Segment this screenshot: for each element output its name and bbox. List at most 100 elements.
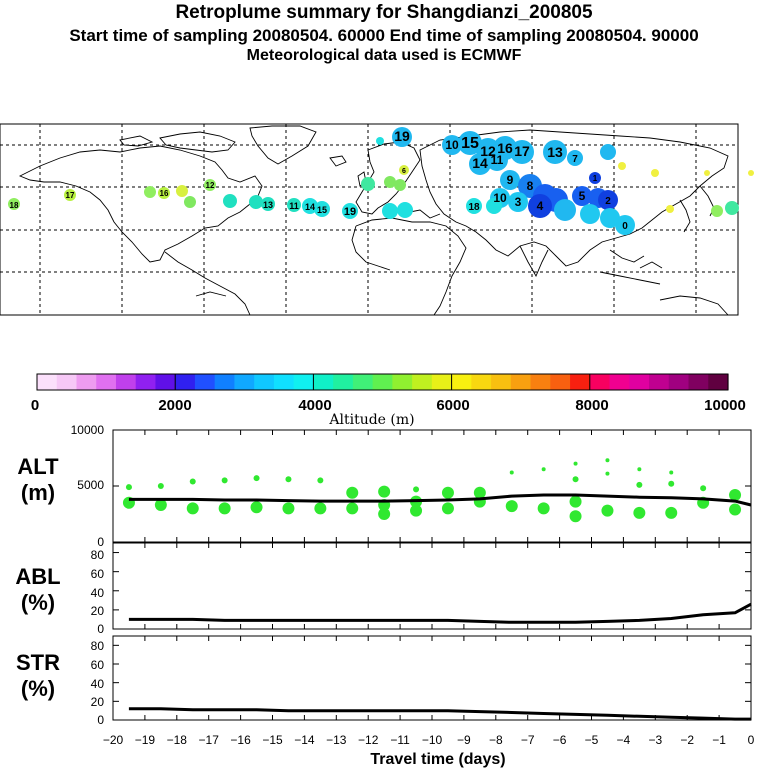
alt-scatter-point <box>441 486 454 499</box>
abl-panel-frame <box>112 542 752 630</box>
colorbar-tick-label: 4000 <box>298 397 331 414</box>
plume-marker <box>580 204 600 224</box>
str-unit: (%) <box>21 676 55 701</box>
colorbar-cell <box>491 374 512 390</box>
colorbar-cell <box>56 374 78 390</box>
plume-marker <box>176 185 188 197</box>
alt-y-tick-label: 5000 <box>77 478 104 492</box>
colorbar-tick-label: 8000 <box>575 397 608 414</box>
colorbar-cell <box>649 374 670 390</box>
plume-label: 10 <box>445 138 459 152</box>
plume-marker <box>589 172 601 184</box>
alt-scatter-point <box>441 502 454 515</box>
plume-label: 12 <box>480 143 496 159</box>
plume-marker <box>615 215 635 235</box>
colorbar-cell <box>708 374 729 390</box>
plume-marker <box>508 192 528 212</box>
plume-label: 3 <box>515 195 522 209</box>
colorbar-frame <box>36 373 729 391</box>
alt-scatter-point <box>154 499 167 512</box>
colorbar-cell <box>510 374 532 390</box>
alt-scatter-point <box>125 484 132 491</box>
alt-scatter-point <box>601 504 614 517</box>
plume-marker <box>397 202 413 218</box>
str-panel-frame <box>112 635 752 721</box>
abl-y-tick-label: 60 <box>91 567 105 581</box>
colorbar-cell <box>333 374 354 390</box>
x-tick-label: −16 <box>230 733 251 747</box>
x-tick-label: −1 <box>712 733 726 747</box>
alt-scatter-point <box>413 486 420 493</box>
str-y-tick-label: 20 <box>91 695 105 709</box>
plume-marker <box>8 198 20 210</box>
alt-scatter-point <box>605 458 610 463</box>
plume-marker <box>748 170 754 176</box>
plume-label: 13 <box>263 200 273 210</box>
colorbar-cell <box>530 374 551 390</box>
plume-label: 2 <box>605 196 611 207</box>
x-tick-label: −9 <box>457 733 471 747</box>
colorbar-cell <box>431 374 453 390</box>
plume-marker <box>394 179 406 191</box>
str-y-tick-label: 0 <box>97 713 104 727</box>
axis-ticks <box>112 429 752 721</box>
plume-marker <box>572 186 592 206</box>
plume-marker <box>666 205 674 213</box>
plume-marker <box>204 179 216 191</box>
str-label: STR <box>16 650 60 675</box>
x-tick-label: −15 <box>262 733 283 747</box>
colorbar-axis-label: Altitude (m) <box>328 412 414 428</box>
str-y-tick-label: 80 <box>91 639 105 653</box>
plume-marker <box>486 198 502 214</box>
abl-y-tick-label: 80 <box>91 548 105 562</box>
colorbar-cell <box>194 374 216 390</box>
plume-label: 7 <box>572 154 578 165</box>
plume-label: 13 <box>547 144 563 160</box>
x-tick-label: −5 <box>585 733 599 747</box>
plume-label: 0 <box>622 221 628 232</box>
colorbar-cell <box>570 374 591 390</box>
alt-scatter-point <box>509 470 514 475</box>
plume-marker <box>158 187 170 199</box>
plume-marker <box>704 170 710 176</box>
plume-marker <box>598 190 618 210</box>
plume-marker <box>466 198 482 214</box>
abl-y-tick-label: 20 <box>91 604 105 618</box>
plume-marker <box>287 198 301 212</box>
colorbar-cell <box>550 374 571 390</box>
x-tick-label: −10 <box>422 733 443 747</box>
colorbar-cell <box>76 374 97 390</box>
x-tick-label: −6 <box>553 733 567 747</box>
alt-scatter-point <box>633 506 646 519</box>
plume-label: 11 <box>289 201 299 211</box>
plume-marker <box>528 194 552 218</box>
plume-marker <box>554 199 576 221</box>
alt-scatter-point <box>537 502 550 515</box>
alt-scatter-point <box>282 502 295 515</box>
plume-label: 6 <box>402 168 406 175</box>
colorbar-cell <box>392 374 413 390</box>
alt-scatter-point <box>505 500 518 513</box>
alt-scatter-point <box>668 480 675 487</box>
chart-title: Retroplume summary for Shangdianzi_20080… <box>175 2 593 23</box>
plume-marker <box>144 186 156 198</box>
colorbar-cell <box>293 374 314 390</box>
plume-markers <box>8 127 754 235</box>
alt-scatter-point <box>541 467 546 472</box>
alt-panel-frame <box>112 429 752 543</box>
x-tick-label: −17 <box>199 733 220 747</box>
alt-scatter-point <box>729 503 742 516</box>
plume-label: 8 <box>527 179 534 193</box>
alt-scatter-point <box>250 501 263 514</box>
alt-scatter-point <box>410 504 423 517</box>
colorbar-cell <box>234 374 255 390</box>
colorbar-cell <box>352 374 374 390</box>
colorbar-cell <box>609 374 630 390</box>
alt-scatter-point <box>569 495 582 508</box>
meteo-subtitle: Meteorological data used is ECMWF <box>246 47 522 64</box>
alt-scatter-point <box>253 475 260 482</box>
plume-marker <box>711 205 723 217</box>
plume-labels: 19 15 16 17 18 12 13 14 10 11 9 8 7 6 5 … <box>10 128 629 232</box>
abl-series-line <box>128 602 752 624</box>
alt-series-line <box>128 493 752 507</box>
